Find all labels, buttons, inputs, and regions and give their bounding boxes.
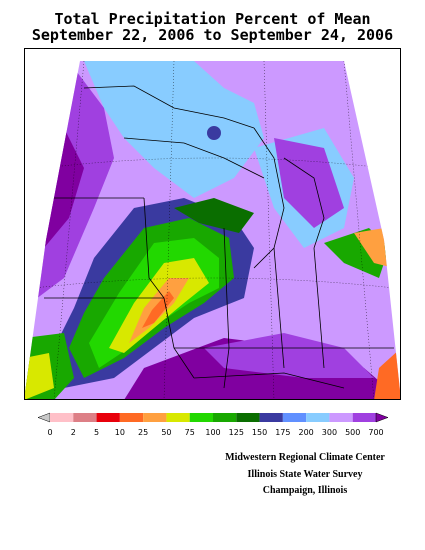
field-500-south: [204, 333, 374, 378]
field-200-300-north: [84, 61, 264, 198]
legend-swatch: [166, 413, 190, 422]
legend-label: 2: [71, 428, 76, 437]
legend-swatch: [259, 413, 283, 422]
legend-swatch: [306, 413, 330, 422]
field-500-700-east: [274, 138, 344, 228]
legend-swatch: [119, 413, 144, 422]
graticule: [33, 61, 395, 400]
field-lake-spot: [207, 126, 221, 140]
legend-label: 200: [299, 428, 314, 437]
legend-label: 300: [322, 428, 337, 437]
legend-label: 0: [47, 428, 52, 437]
field-150-dark-green: [174, 198, 254, 233]
legend-label: 75: [185, 428, 195, 437]
legend-swatch: [96, 413, 120, 422]
credit-location: Champaign, Illinois: [262, 485, 348, 496]
legend-swatch: [213, 413, 237, 422]
legend-label: 5: [94, 428, 99, 437]
field-se-orange: [374, 348, 401, 400]
state-borders: [44, 85, 394, 389]
legend-label: 175: [275, 428, 290, 437]
legend-swatch: [50, 413, 74, 422]
legend-swatch: [352, 413, 376, 422]
legend-swatch: [143, 413, 167, 422]
field-sw-yellow: [24, 353, 54, 400]
precipitation-map: [24, 48, 401, 400]
credit-survey: Illinois State Water Survey: [247, 469, 363, 480]
legend-label: 150: [252, 428, 267, 437]
legend-swatch: [189, 413, 213, 422]
color-legend: 0 2 5 10 25 50 75 100 125 150 175 200 300 500 700: [38, 412, 388, 437]
map-title: Total Precipitation Percent of Mean: [54, 10, 371, 28]
legend-label: 500: [345, 428, 360, 437]
legend-label: 25: [138, 428, 148, 437]
map-date-range: September 22, 2006 to September 24, 2006: [31, 26, 394, 44]
legend-label: 125: [229, 428, 244, 437]
legend-arrow-low: [38, 412, 51, 423]
legend-label: 10: [115, 428, 125, 437]
field-10-25: [142, 291, 174, 328]
legend-label: 700: [368, 428, 383, 437]
legend-label: 100: [205, 428, 220, 437]
legend-swatch: [329, 413, 353, 422]
legend-arrow-high: [375, 412, 388, 423]
credit-organization: Midwestern Regional Climate Center: [225, 452, 385, 463]
legend-swatch: [282, 413, 307, 422]
legend-swatch: [73, 413, 97, 422]
legend-swatch: [236, 413, 260, 422]
legend-label: 50: [161, 428, 171, 437]
